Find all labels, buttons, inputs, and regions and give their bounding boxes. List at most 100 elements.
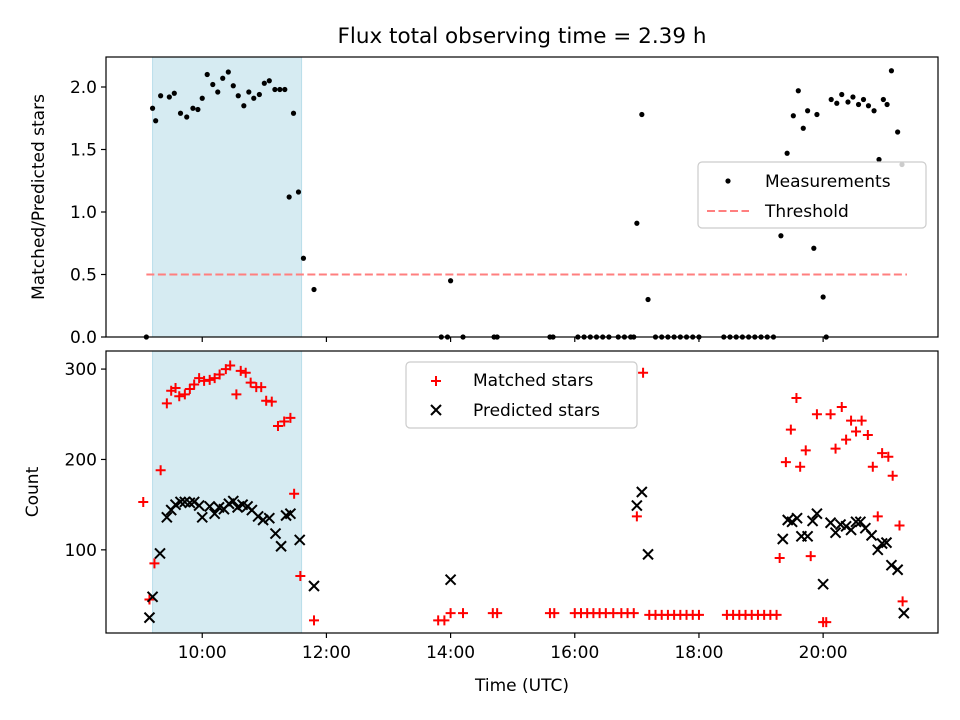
bottom-matched-stars-point <box>189 379 200 390</box>
bottom-y-tick-label: 300 <box>65 360 97 380</box>
bottom-legend-box <box>405 361 638 429</box>
top-measurements-point <box>256 91 262 98</box>
top-measurements-point <box>177 110 184 116</box>
bottom-matched-stars-point <box>155 465 166 476</box>
top-measurements-point <box>865 103 872 109</box>
top-measurements-point <box>272 86 278 93</box>
top-measurements-point <box>246 89 252 95</box>
bottom-predicted-stars-point <box>308 580 320 592</box>
top-measurements-point <box>277 86 283 93</box>
top-measurements-point <box>895 129 901 135</box>
bottom-predicted-stars-point <box>885 559 898 571</box>
bottom-predicted-stars-point <box>143 611 156 624</box>
top-measurements-point <box>266 78 272 84</box>
bottom-matched-stars-point <box>445 608 456 619</box>
top-measurements-point <box>778 233 784 239</box>
top-measurements-point <box>855 101 862 108</box>
bottom-y-axis-label: Count <box>23 466 43 517</box>
bottom-predicted-stars-point <box>203 500 216 513</box>
bottom-predicted-stars-point <box>817 578 829 590</box>
top-measurements-point <box>220 75 226 81</box>
top-measurements-point <box>790 113 796 119</box>
bottom-matched-stars-point <box>245 377 256 388</box>
top-measurements-point <box>888 68 895 74</box>
bottom-predicted-stars-point <box>898 607 910 619</box>
top-measurements-point <box>300 255 307 261</box>
bottom-predicted-stars-point <box>184 497 196 509</box>
bottom-predicted-stars-point <box>636 486 648 498</box>
bottom-matched-stars-point <box>266 396 277 407</box>
x-tick-label: 12:00 <box>302 643 351 663</box>
bottom-matched-stars-point <box>795 461 806 472</box>
x-tick-label: 16:00 <box>550 643 599 663</box>
bottom-matched-stars-point <box>439 615 450 626</box>
bottom-matched-stars-point <box>214 369 225 380</box>
top-measurements-point <box>811 245 817 251</box>
top-y-tick-label: 1.0 <box>70 203 97 223</box>
x-axis-label: Time (UTC) <box>474 676 569 696</box>
bottom-matched-stars-point <box>791 393 802 403</box>
top-measurements-point <box>225 69 231 75</box>
top-measurements-point <box>153 118 159 124</box>
bottom-matched-stars-point <box>184 383 195 394</box>
bottom-predicted-stars-point <box>824 517 837 529</box>
top-measurements-point <box>311 286 317 293</box>
top-legend-box <box>697 161 927 229</box>
top-measurements-point <box>210 81 216 88</box>
top-measurements-point <box>639 111 645 118</box>
bottom-predicted-stars-point <box>174 496 187 508</box>
chart-title: Flux total observing time = 2.39 h <box>338 24 707 49</box>
bottom-matched-stars-point <box>811 409 822 420</box>
top-axes-frame <box>105 56 939 338</box>
bottom-matched-stars-point <box>174 391 185 402</box>
bottom-matched-stars-point <box>289 488 300 499</box>
bottom-predicted-stars-point <box>845 524 857 536</box>
top-measurements-point <box>834 100 840 106</box>
top-measurements-point <box>845 99 851 105</box>
top-measurements-point <box>195 106 201 113</box>
bottom-matched-stars-point <box>179 389 190 400</box>
legend-measurements-label: Measurements <box>765 172 891 192</box>
bottom-matched-stars-point <box>771 609 782 620</box>
bottom-predicted-stars-point <box>891 564 904 576</box>
top-measurements-point <box>634 220 640 226</box>
bottom-predicted-stars-point <box>850 516 862 528</box>
top-series-0 <box>143 68 905 340</box>
top-measurements-point <box>199 95 205 101</box>
top-measurements-point <box>800 125 806 131</box>
bottom-matched-stars-point <box>631 511 642 522</box>
bottom-matched-stars-point <box>887 470 898 481</box>
bottom-y-tick-label: 200 <box>65 450 97 470</box>
top-measurements-point <box>171 90 177 96</box>
top-measurements-point <box>860 96 867 103</box>
bottom-matched-stars-point <box>897 596 908 607</box>
top-measurements-point <box>190 105 196 111</box>
legend-matched-marker <box>431 376 441 386</box>
bottom-matched-stars-point <box>805 551 816 562</box>
x-tick-label: 10:00 <box>178 643 227 663</box>
bottom-predicted-stars-point <box>829 526 842 539</box>
bottom-matched-stars-point <box>856 415 867 426</box>
bottom-highlight-span <box>152 350 303 634</box>
bottom-matched-stars-point <box>240 367 251 378</box>
bottom-series-1 <box>143 486 910 624</box>
top-measurements-point <box>204 71 210 78</box>
bottom-matched-stars-point <box>774 552 785 563</box>
x-tick-label: 18:00 <box>674 643 723 663</box>
top-measurements-point <box>447 278 454 284</box>
top-y-tick-label: 2.0 <box>70 78 97 98</box>
top-y-axis-label: Matched/Predicted stars <box>29 94 49 300</box>
bottom-predicted-stars-point <box>294 534 306 546</box>
bottom-predicted-stars-point <box>806 515 819 527</box>
bottom-matched-stars-point <box>256 382 267 393</box>
bottom-matched-stars-point <box>285 412 296 423</box>
bottom-matched-stars-point <box>149 558 160 569</box>
bottom-matched-stars-point <box>846 415 857 426</box>
bottom-predicted-stars-point <box>872 544 884 556</box>
top-measurements-point <box>805 108 811 114</box>
x-tick-label: 14:00 <box>426 643 475 663</box>
top-measurements-point <box>282 86 288 93</box>
top-y-tick-label: 1.5 <box>70 141 97 161</box>
top-highlight-span <box>152 56 303 338</box>
